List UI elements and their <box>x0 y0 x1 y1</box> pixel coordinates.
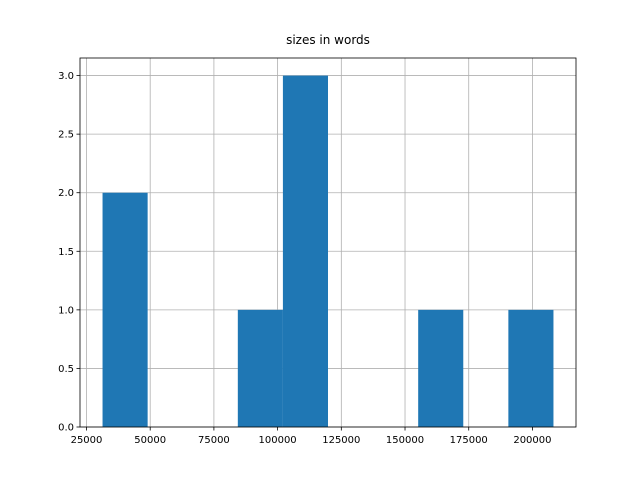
y-tick-label: 2.5 <box>58 130 74 141</box>
bar <box>237 309 283 427</box>
bar <box>418 309 464 427</box>
bar <box>508 309 554 427</box>
x-tick-label: 100000 <box>259 435 297 446</box>
x-tick-label: 75000 <box>198 435 230 446</box>
ticks-layer: 0.0 0.5 1.0 1.5 2.0 2.5 3.0 25000 50000 75000 1000… <box>58 71 551 446</box>
x-tick-label: 200000 <box>513 435 551 446</box>
y-tick-label: 3.0 <box>58 71 74 82</box>
y-tick-label: 2.0 <box>58 188 74 199</box>
axes-frame <box>79 57 577 428</box>
y-tick-label: 0.5 <box>58 364 74 375</box>
y-tick-label: 1.0 <box>58 305 74 316</box>
x-tick-label: 25000 <box>71 435 103 446</box>
x-tick-label: 50000 <box>134 435 166 446</box>
y-tick-label: 0.0 <box>58 423 74 434</box>
bar <box>102 192 148 427</box>
bars-layer <box>102 75 554 428</box>
chart-title: sizes in words <box>286 33 370 47</box>
y-tick-label: 1.5 <box>58 247 74 258</box>
x-tick-label: 125000 <box>322 435 360 446</box>
bar <box>282 75 328 428</box>
x-tick-label: 150000 <box>386 435 424 446</box>
x-tick-label: 175000 <box>450 435 488 446</box>
